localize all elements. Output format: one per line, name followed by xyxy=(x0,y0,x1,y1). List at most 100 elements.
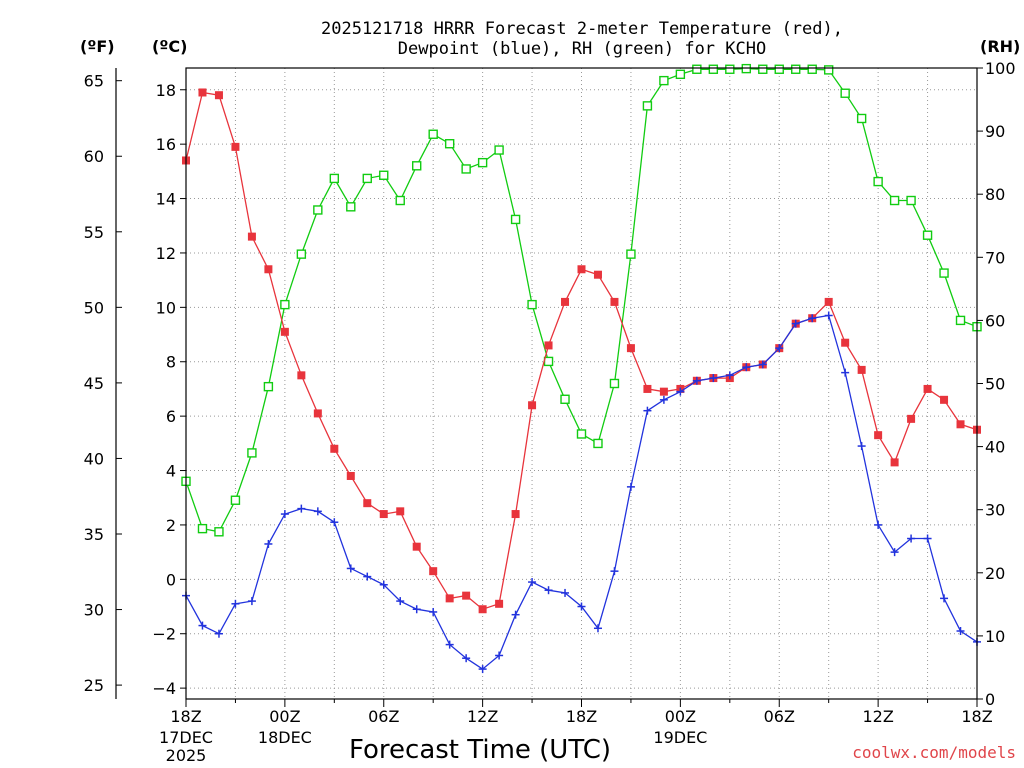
rh-point xyxy=(840,88,850,98)
x-tick-label: 12Z xyxy=(467,707,498,726)
rh-tick-label: 0 xyxy=(985,690,995,709)
fahrenheit-tick-label: 55 xyxy=(84,223,104,242)
temperature-point xyxy=(198,88,207,97)
temperature-point xyxy=(462,591,471,600)
dewpoint-point xyxy=(561,588,570,597)
dewpoint-point xyxy=(692,376,701,385)
celsius-tick-label: 10 xyxy=(156,298,176,317)
dewpoint-point xyxy=(297,504,306,513)
x-tick-label: 06Z xyxy=(764,707,795,726)
rh-tick-label: 10 xyxy=(985,627,1005,646)
celsius-tick-label: −4 xyxy=(152,679,176,698)
x-tick-label: 00Z xyxy=(665,707,696,726)
temperature-point xyxy=(890,458,899,467)
rh-tick-label: 20 xyxy=(985,564,1005,583)
x-tick-label: 18Z xyxy=(961,707,992,726)
celsius-tick-label: 16 xyxy=(156,135,176,154)
rh-point xyxy=(626,249,636,259)
celsius-tick-label: 0 xyxy=(166,570,176,589)
celsius-tick-label: 18 xyxy=(156,81,176,100)
rh-point xyxy=(593,438,603,449)
dewpoint-point xyxy=(313,507,322,516)
dewpoint-point xyxy=(462,654,471,663)
x-tick-label: 18Z xyxy=(566,707,597,726)
rh-point xyxy=(659,75,669,86)
fahrenheit-unit-label: (ºF) xyxy=(80,37,115,56)
dewpoint-point xyxy=(907,534,916,543)
rh-point xyxy=(609,378,620,389)
temperature-point xyxy=(610,297,619,306)
dewpoint-point xyxy=(379,580,388,589)
fahrenheit-tick-label: 35 xyxy=(84,525,104,544)
temperature-point xyxy=(907,414,916,423)
x-date-label: 2025 xyxy=(166,746,207,765)
fahrenheit-tick-label: 40 xyxy=(84,449,104,468)
rh-point xyxy=(906,195,916,206)
dewpoint-point xyxy=(445,640,454,649)
dewpoint-point xyxy=(280,510,289,519)
temperature-point xyxy=(363,499,372,508)
rh-tick-label: 90 xyxy=(985,122,1005,141)
rh-point xyxy=(560,394,570,404)
rh-point xyxy=(725,64,735,74)
dewpoint-point xyxy=(758,360,767,369)
rh-point xyxy=(856,113,867,124)
celsius-tick-label: −2 xyxy=(152,625,176,644)
rh-point xyxy=(939,268,949,278)
rh-tick-label: 30 xyxy=(985,501,1005,520)
temperature-point xyxy=(544,341,553,350)
rh-tick-label: 70 xyxy=(985,248,1005,267)
temperature-point xyxy=(264,265,273,274)
dewpoint-point xyxy=(857,442,866,451)
temperature-point xyxy=(659,387,668,396)
rh-point xyxy=(197,523,208,534)
celsius-tick-label: 2 xyxy=(166,516,176,535)
temperature-point xyxy=(214,91,223,100)
dewpoint-point xyxy=(659,395,668,404)
rh-tick-label: 100 xyxy=(985,59,1016,78)
temperature-point xyxy=(396,507,405,516)
rh-point xyxy=(379,170,389,180)
rh-point xyxy=(823,65,834,75)
rh-point xyxy=(412,161,422,171)
temperature-point xyxy=(841,338,850,347)
temperature-point xyxy=(313,409,322,418)
rh-point xyxy=(642,101,653,111)
temperature-line xyxy=(185,91,978,610)
rh-point xyxy=(428,129,438,139)
dewpoint-point xyxy=(725,371,734,380)
dewpoint-point xyxy=(940,594,949,603)
dewpoint-point xyxy=(775,344,784,353)
dewpoint-point xyxy=(890,548,899,557)
celsius-tick-label: 8 xyxy=(166,353,176,372)
temperature-point xyxy=(593,270,602,279)
rh-point xyxy=(922,230,933,240)
rh-point xyxy=(807,64,817,74)
dewpoint-point xyxy=(676,387,685,396)
temperature-point xyxy=(561,297,570,306)
rh-point xyxy=(774,64,784,74)
temperature-point xyxy=(643,384,652,393)
dewpoint-point xyxy=(808,314,817,323)
celsius-unit-label: (ºC) xyxy=(152,37,187,56)
temperature-point xyxy=(923,384,932,393)
rh-point xyxy=(708,64,719,74)
dewpoint-point xyxy=(841,368,850,377)
dewpoint-point xyxy=(577,602,586,611)
rh-tick-label: 80 xyxy=(985,185,1005,204)
chart-title-line2: Dewpoint (blue), RH (green) for KCHO xyxy=(398,39,766,59)
dewpoint-point xyxy=(330,518,339,527)
rh-point xyxy=(758,64,768,74)
dewpoint-point xyxy=(198,621,207,630)
celsius-tick-label: 12 xyxy=(156,244,176,263)
rh-point xyxy=(263,381,274,392)
rh-point xyxy=(477,157,488,168)
rh-point xyxy=(444,139,455,149)
rh-point xyxy=(543,356,554,367)
rh-point xyxy=(362,173,372,184)
fahrenheit-tick-label: 30 xyxy=(84,601,104,620)
dewpoint-point xyxy=(643,406,652,415)
temperature-point xyxy=(824,297,833,306)
dewpoint-point xyxy=(363,572,372,581)
x-axis-title: Forecast Time (UTC) xyxy=(349,735,611,765)
